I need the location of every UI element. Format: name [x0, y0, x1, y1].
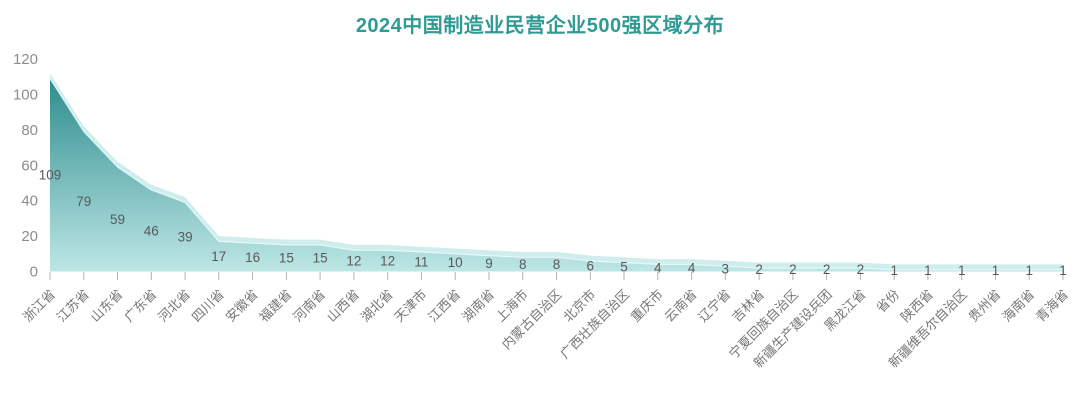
data-label: 5 [620, 260, 628, 275]
data-label: 4 [688, 261, 696, 276]
data-label: 2 [857, 262, 865, 277]
data-label: 12 [346, 253, 361, 268]
data-label: 9 [485, 256, 493, 271]
data-label: 1 [1025, 263, 1033, 278]
x-category-label: 青海省 [1033, 287, 1071, 325]
x-category-label: 重庆市 [628, 287, 666, 325]
data-label: 1 [958, 263, 966, 278]
data-label: 17 [211, 249, 226, 264]
x-category-label: 湖北省 [358, 287, 396, 325]
data-label: 39 [178, 230, 193, 245]
data-label: 11 [414, 254, 428, 269]
data-label: 2 [755, 262, 763, 277]
data-label: 1 [890, 263, 898, 278]
data-label: 8 [519, 257, 527, 272]
x-category-label: 河北省 [155, 287, 193, 325]
x-category-label: 山西省 [324, 287, 362, 325]
y-axis: 0 20 40 60 80 100 120 [13, 51, 38, 281]
x-category-label: 四川省 [189, 287, 227, 325]
data-label: 59 [110, 212, 125, 227]
x-category-label: 福建省 [256, 287, 294, 325]
y-tick-label: 80 [21, 122, 38, 139]
x-category-label: 天津市 [391, 287, 429, 325]
y-tick-label: 40 [21, 193, 38, 210]
data-label: 15 [279, 251, 294, 266]
x-category-label: 河南省 [290, 287, 328, 325]
x-category-label: 省份 [873, 287, 902, 316]
data-label: 46 [144, 223, 159, 238]
data-label: 2 [823, 262, 831, 277]
x-category-label: 贵州省 [965, 287, 1003, 325]
x-category-label: 江苏省 [54, 287, 92, 325]
x-axis: 浙江省江苏省山东省广东省河北省四川省安徽省福建省河南省山西省湖北省天津市江西省湖… [20, 272, 1071, 371]
x-category-label: 山东省 [87, 287, 125, 325]
data-label: 79 [76, 194, 91, 209]
data-label: 109 [39, 168, 62, 183]
x-category-label: 安徽省 [223, 287, 261, 325]
x-category-label: 湖南省 [459, 287, 497, 325]
data-label: 15 [313, 251, 328, 266]
data-label: 1 [1059, 263, 1067, 278]
data-label: 2 [789, 262, 797, 277]
main-area-series [49, 78, 1063, 272]
data-label: 1 [924, 263, 932, 278]
main-area-top-edge [49, 78, 1063, 271]
data-label: 3 [722, 261, 730, 276]
x-category-label: 云南省 [662, 287, 700, 325]
x-category-label: 海南省 [999, 287, 1037, 325]
data-label: 8 [553, 257, 561, 272]
data-label: 4 [654, 261, 662, 276]
y-tick-label: 20 [21, 228, 38, 245]
data-label: 12 [380, 253, 395, 268]
y-tick-label: 120 [13, 51, 38, 68]
data-label: 10 [448, 255, 463, 270]
data-label: 6 [587, 259, 595, 274]
y-tick-label: 0 [30, 264, 38, 281]
x-category-label: 江西省 [425, 287, 463, 325]
x-category-label: 辽宁省 [695, 287, 733, 325]
x-category-label: 广东省 [121, 287, 159, 325]
main-area-shape [50, 78, 1063, 272]
y-tick-label: 60 [21, 157, 38, 174]
y-tick-label: 100 [13, 86, 38, 103]
x-category-label: 内蒙古自治区 [499, 287, 565, 353]
chart-title: 2024中国制造业民营企业500强区域分布 [355, 15, 725, 37]
data-label: 16 [245, 250, 260, 265]
x-category-label: 浙江省 [20, 287, 58, 325]
data-label: 1 [992, 263, 1000, 278]
